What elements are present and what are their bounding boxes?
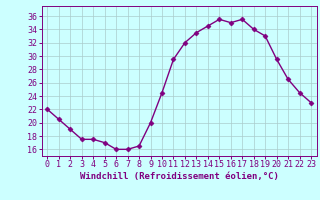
X-axis label: Windchill (Refroidissement éolien,°C): Windchill (Refroidissement éolien,°C) <box>80 172 279 181</box>
